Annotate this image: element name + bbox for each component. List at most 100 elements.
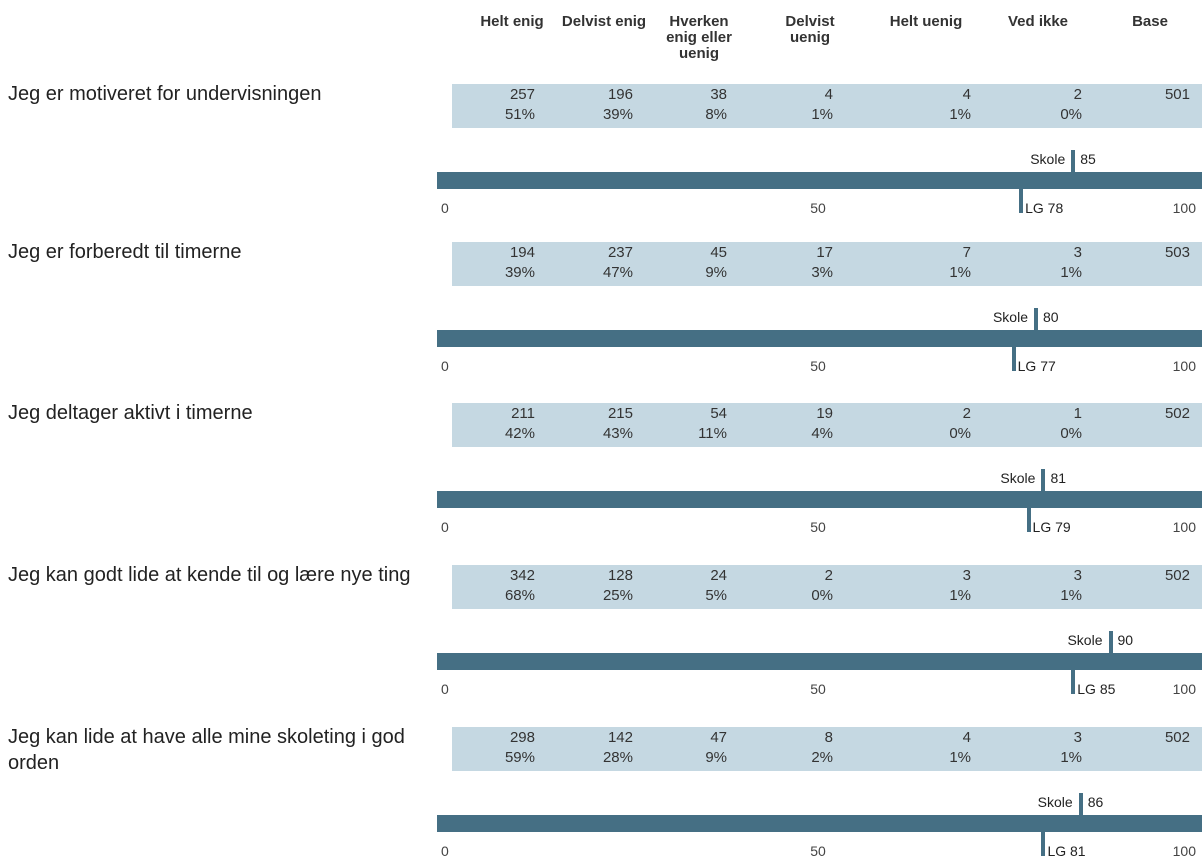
question-label: Jeg kan godt lide at kende til og lære n…	[8, 564, 411, 586]
percent-cell: 1%	[949, 587, 971, 604]
count-cell: 502	[1164, 567, 1190, 584]
lg-marker	[1026, 508, 1031, 532]
count-cell: 17	[816, 244, 833, 261]
percent-cell: 1%	[949, 106, 971, 123]
skole-marker	[1071, 150, 1076, 172]
count-cell: 502	[1164, 729, 1190, 746]
skole-marker	[1041, 469, 1046, 491]
skole-label: Skole	[1067, 632, 1103, 648]
count-cell: 2	[824, 567, 833, 584]
percent-cell: 0%	[1060, 425, 1082, 442]
count-cell: 54	[710, 405, 727, 422]
skole-label: Skole	[992, 309, 1028, 325]
axis-tick-label: 100	[1172, 681, 1196, 697]
percent-cell: 1%	[1060, 264, 1082, 281]
axis-tick-label: 0	[441, 681, 449, 697]
question-label: Jeg deltager aktivt i timerne	[8, 402, 253, 424]
percent-cell: 1%	[949, 749, 971, 766]
axis-tick-label: 100	[1172, 358, 1196, 374]
lg-label: LG 81	[1047, 843, 1086, 859]
skole-value: 85	[1080, 151, 1096, 167]
count-cell: 2	[1073, 86, 1082, 103]
count-cell: 298	[509, 729, 535, 746]
percent-cell: 39%	[504, 264, 535, 281]
percent-cell: 9%	[705, 749, 727, 766]
lg-label: LG 78	[1025, 200, 1064, 216]
percent-cell: 0%	[811, 587, 833, 604]
column-header: Helt uenig	[889, 13, 963, 30]
count-cell: 502	[1164, 405, 1190, 422]
skole-marker	[1078, 793, 1083, 815]
count-cell: 4	[962, 86, 971, 103]
count-cell: 128	[607, 567, 633, 584]
percent-cell: 68%	[504, 587, 535, 604]
count-cell: 7	[962, 244, 971, 261]
percent-cell: 25%	[602, 587, 633, 604]
percent-cell: 1%	[1060, 587, 1082, 604]
count-cell: 24	[710, 567, 727, 584]
count-cell: 142	[607, 729, 633, 746]
lg-label: LG 85	[1077, 681, 1116, 697]
column-header: Helt enig	[480, 13, 544, 30]
axis-tick-label: 100	[1172, 519, 1196, 535]
lg-marker	[1019, 189, 1024, 213]
count-cell: 501	[1164, 86, 1190, 103]
axis-tick-label: 50	[810, 843, 826, 859]
count-cell: 3	[1073, 244, 1082, 261]
column-header: Base	[1132, 13, 1168, 30]
percent-cell: 51%	[504, 106, 535, 123]
count-cell: 45	[710, 244, 727, 261]
count-cell: 196	[607, 86, 633, 103]
scale-bar	[437, 653, 1202, 670]
response-band	[452, 242, 1202, 286]
percent-cell: 4%	[811, 425, 833, 442]
lg-marker	[1071, 670, 1076, 694]
count-cell: 342	[509, 567, 535, 584]
percent-cell: 39%	[602, 106, 633, 123]
axis-tick-label: 50	[810, 519, 826, 535]
column-header: Delvist enig	[561, 13, 647, 30]
percent-cell: 1%	[1060, 749, 1082, 766]
column-header: Ved ikke	[1007, 13, 1069, 30]
column-header: Delvist uenig	[785, 13, 835, 46]
skole-marker	[1108, 631, 1113, 653]
percent-cell: 0%	[1060, 106, 1082, 123]
count-cell: 38	[710, 86, 727, 103]
count-cell: 4	[824, 86, 833, 103]
count-cell: 257	[509, 86, 535, 103]
lg-marker	[1011, 347, 1016, 371]
percent-cell: 9%	[705, 264, 727, 281]
skole-value: 86	[1087, 794, 1104, 810]
percent-cell: 59%	[504, 749, 535, 766]
axis-tick-label: 0	[441, 843, 449, 859]
count-cell: 3	[1073, 729, 1082, 746]
count-cell: 3	[1073, 567, 1082, 584]
scale-bar	[437, 491, 1202, 508]
skole-marker	[1034, 308, 1038, 330]
question-label: Jeg er forberedt til timerne	[8, 241, 242, 263]
axis-tick-label: 0	[441, 200, 449, 216]
response-band	[452, 84, 1202, 128]
question-label: Jeg kan lide at have alle mine skoleting…	[8, 726, 405, 774]
count-cell: 215	[607, 405, 633, 422]
percent-cell: 2%	[811, 749, 833, 766]
scale-bar	[437, 815, 1202, 832]
lg-marker	[1041, 832, 1046, 856]
count-cell: 194	[509, 244, 535, 261]
count-cell: 3	[962, 567, 971, 584]
skole-value: 81	[1050, 470, 1067, 486]
response-band	[452, 565, 1202, 609]
count-cell: 19	[816, 405, 833, 422]
count-cell: 503	[1164, 244, 1190, 261]
skole-value: 90	[1117, 632, 1134, 648]
axis-tick-label: 0	[441, 519, 449, 535]
skole-label: Skole	[1030, 151, 1066, 167]
count-cell: 1	[1073, 405, 1082, 422]
response-band	[452, 403, 1202, 447]
count-cell: 211	[511, 405, 535, 422]
axis-tick-label: 50	[810, 200, 826, 216]
percent-cell: 8%	[705, 106, 727, 123]
axis-tick-label: 50	[810, 358, 826, 374]
axis-tick-label: 50	[810, 681, 826, 697]
count-cell: 237	[607, 244, 633, 261]
